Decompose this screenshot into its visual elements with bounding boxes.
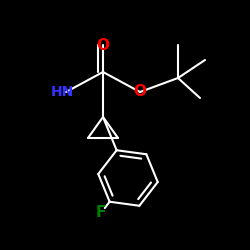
Text: O: O — [134, 84, 146, 100]
Text: F: F — [96, 205, 106, 220]
Text: O: O — [96, 38, 110, 52]
Text: HN: HN — [50, 85, 74, 99]
